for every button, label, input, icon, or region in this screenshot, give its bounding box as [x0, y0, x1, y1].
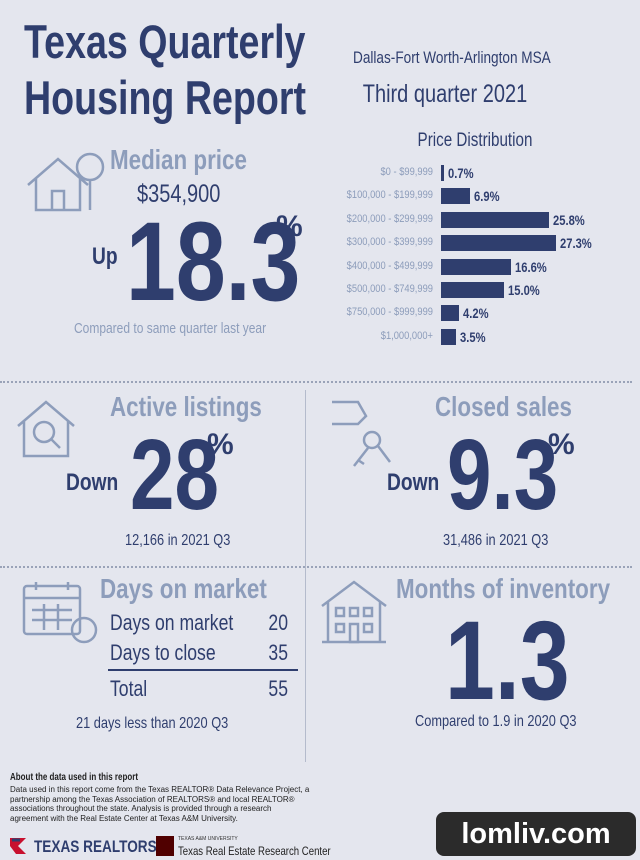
direction: Up	[92, 243, 118, 270]
search-icon	[17, 400, 75, 458]
unit: %	[207, 428, 234, 461]
listings-label: Active listings	[110, 391, 262, 422]
direction: Down	[387, 469, 440, 496]
sales-label: Closed sales	[435, 391, 572, 422]
note: 31,486 in 2021 Q3	[443, 532, 549, 549]
value-label: 27.3%	[559, 235, 592, 252]
category-label: $1,000,000+	[380, 329, 433, 342]
change-value: 18.3	[126, 199, 301, 324]
median-price: $354,900	[137, 180, 221, 208]
calendar-icon	[22, 582, 98, 644]
category-label: $200,000 - $299,999	[346, 212, 433, 225]
change-value: 28	[130, 419, 219, 531]
category-label: $400,000 - $499,999	[346, 259, 433, 272]
rule	[108, 669, 298, 671]
category-label: $750,000 - $999,999	[346, 306, 433, 319]
total-label: Total	[110, 676, 148, 701]
bar	[441, 188, 470, 205]
note: 21 days less than 2020 Q3	[76, 715, 229, 732]
bar	[441, 235, 556, 252]
note: 12,166 in 2021 Q3	[125, 532, 231, 549]
bar	[441, 305, 459, 322]
separator	[0, 566, 632, 568]
building-icon	[321, 580, 387, 644]
value-label: 3.5%	[459, 328, 486, 345]
logo-small: TEXAS A&M UNIVERSITY	[178, 836, 238, 842]
category-label: $100,000 - $199,999	[346, 189, 433, 202]
category-label: $0 - $99,999	[380, 166, 433, 178]
title: Texas Quarterly Housing Report	[24, 15, 306, 124]
category-label: $300,000 - $399,999	[346, 236, 433, 249]
logo-mark	[10, 838, 26, 854]
note: Compared to 1.9 in 2020 Q3	[415, 713, 577, 730]
row-value: 35	[268, 640, 288, 665]
dom-label: Days on market	[100, 573, 267, 604]
bar	[441, 211, 550, 228]
value-label: 16.6%	[514, 258, 547, 275]
watermark: lomliv.com	[436, 812, 636, 856]
footer-heading: About the data used in this report	[10, 772, 139, 783]
house-icon	[27, 152, 105, 212]
median-label: Median price	[110, 144, 247, 175]
value-label: 6.9%	[473, 188, 500, 205]
inventory-label: Months of inventory	[396, 573, 611, 604]
logo-right: Texas Real Estate Research Center	[178, 844, 331, 858]
change-value: 9.3	[447, 419, 559, 531]
logo-box	[156, 836, 174, 856]
inventory-value: 1.3	[445, 598, 570, 723]
direction: Down	[66, 469, 119, 496]
total-value: 55	[268, 676, 288, 701]
logo-left: TEXAS REALTORS	[34, 837, 157, 856]
bar	[441, 328, 456, 345]
bar	[441, 258, 511, 275]
row-value: 20	[268, 610, 288, 635]
note: Compared to same quarter last year	[74, 320, 267, 337]
key-icon	[332, 400, 391, 467]
separator	[0, 381, 632, 383]
value-label: 0.7%	[447, 165, 474, 181]
region: Dallas-Fort Worth-Arlington MSA	[353, 48, 551, 67]
value-label: 15.0%	[508, 282, 540, 298]
bar	[441, 165, 444, 181]
bar	[441, 282, 504, 298]
row-label: Days on market	[110, 610, 234, 635]
value-label: 4.2%	[462, 305, 489, 322]
unit: %	[548, 428, 575, 461]
footer-text: Data used in this report come from the T…	[10, 785, 310, 823]
separator	[305, 390, 306, 762]
period: Third quarter 2021	[362, 80, 528, 108]
unit: %	[276, 210, 303, 243]
value-label: 25.8%	[553, 211, 586, 228]
row-label: Days to close	[110, 640, 216, 665]
category-label: $500,000 - $749,999	[346, 283, 433, 295]
chart-title: Price Distribution	[417, 130, 533, 151]
